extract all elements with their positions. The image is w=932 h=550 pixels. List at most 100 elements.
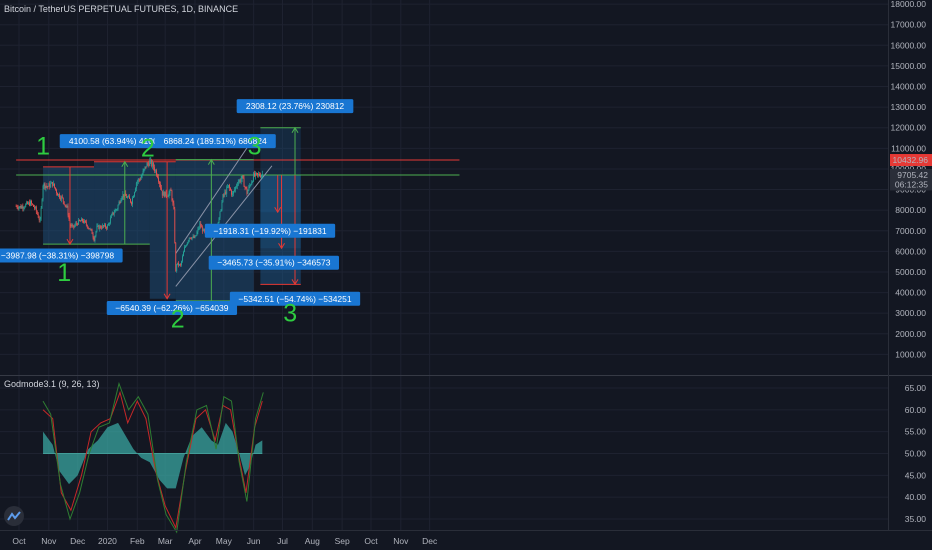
measure-label-box	[204, 223, 336, 238]
candle-body	[52, 182, 54, 186]
candle-body	[218, 217, 220, 223]
candle-body	[134, 188, 136, 193]
candle-body	[247, 190, 249, 194]
candle-body	[59, 197, 61, 200]
wave-number-label: 2	[141, 135, 155, 163]
time-tick-label: Oct	[12, 536, 26, 546]
tradingview-logo-icon[interactable]	[4, 506, 24, 526]
candle-body	[49, 183, 51, 188]
candle-body	[28, 202, 30, 204]
candle-body	[44, 183, 46, 189]
candle-body	[165, 191, 167, 196]
candle-body	[37, 214, 39, 218]
price-tick-label: 4000.00	[895, 288, 926, 298]
candle-body	[109, 218, 111, 224]
candle-body	[41, 199, 43, 208]
candle-body	[110, 215, 112, 219]
candle-body	[135, 182, 137, 189]
candle-body	[98, 225, 100, 230]
measure-label-text: −1918.31 (−19.92%) −191831	[213, 226, 326, 236]
price-tag-box	[890, 169, 932, 182]
measure-label-box	[106, 301, 238, 316]
candle-body	[127, 197, 129, 198]
candle-body	[155, 170, 156, 172]
candle-body	[95, 231, 97, 236]
oscillator-green-line	[42, 381, 264, 534]
candle-body	[231, 190, 232, 195]
candle-body	[133, 196, 134, 198]
price-axis[interactable]: 1000.00 2000.00 3000.00 4000.00 5000.00 6000.…	[891, 0, 927, 359]
candle-body	[183, 251, 184, 257]
candle-body	[250, 184, 252, 186]
measure-labels: −3987.98 (−38.31%) −398798 4100.58 (63.94…	[0, 99, 361, 316]
candle-body	[171, 190, 173, 201]
candle-body	[60, 196, 62, 200]
candle-body	[221, 202, 223, 211]
time-axis[interactable]: Oct Nov Dec 2020 Feb Mar Apr May Jun Jul Aug Sep Oct…	[12, 536, 438, 546]
candle-body	[17, 207, 19, 209]
candlestick-series	[15, 156, 263, 273]
candle-body	[200, 223, 202, 227]
candle-body	[196, 232, 198, 236]
indicator-title: Godmode3.1 (9, 26, 13)	[4, 379, 100, 389]
candle-body	[178, 262, 180, 266]
oscillator-red-line	[42, 390, 263, 530]
candle-body	[89, 228, 91, 230]
candle-body	[46, 185, 48, 187]
wave-number-label: 2	[171, 306, 185, 334]
candle-body	[55, 187, 56, 190]
candle-body	[117, 205, 119, 210]
candle-body	[230, 188, 231, 191]
wave-number-label: 1	[57, 259, 71, 287]
candle-body	[163, 191, 165, 197]
candle-body	[67, 206, 69, 216]
candle-body	[168, 192, 170, 197]
candle-body	[257, 173, 258, 175]
candle-body	[62, 197, 64, 202]
candle-body	[130, 198, 131, 203]
price-tag-text: 06:12:35	[895, 179, 928, 189]
candle-body	[237, 182, 239, 185]
measure-label-text: 4100.58 (63.94%) 410058	[69, 136, 168, 146]
price-tick-label: 16000.00	[891, 40, 927, 50]
candle-body	[65, 205, 67, 207]
price-tick-label: 7000.00	[895, 226, 926, 236]
candle-body	[33, 204, 34, 207]
candle-body	[15, 206, 17, 207]
candle-body	[18, 207, 20, 209]
measure-zone	[94, 161, 150, 245]
measure-arrow-head	[121, 160, 129, 167]
candle-body	[91, 229, 93, 234]
candle-body	[224, 191, 226, 195]
oscillator-tick-label: 40.00	[905, 492, 927, 502]
candle-body	[152, 163, 154, 167]
time-tick-label: Oct	[364, 536, 378, 546]
candle-body	[197, 228, 199, 233]
candle-body	[145, 166, 147, 168]
price-tick-label: 15000.00	[891, 61, 927, 71]
candle-body	[179, 264, 181, 266]
candle-body	[232, 193, 233, 195]
candle-body	[164, 191, 166, 197]
measure-zone	[43, 166, 95, 245]
candle-body	[222, 194, 224, 203]
candle-body	[112, 212, 114, 215]
candle-body	[21, 206, 23, 209]
candle-body	[71, 225, 73, 227]
candle-body	[159, 183, 161, 188]
candle-body	[53, 183, 55, 186]
candle-body	[108, 223, 110, 225]
price-tick-label: 10000.00	[891, 164, 927, 174]
candle-body	[120, 200, 122, 203]
chart-title: Bitcoin / TetherUS PERPETUAL FUTURES, 1D…	[4, 4, 238, 14]
candle-body	[170, 189, 172, 191]
oscillator-axis[interactable]: 35.00 40.00 45.00 50.00 55.00 60.00 65.00	[905, 383, 927, 524]
candle-body	[63, 201, 65, 205]
candle-body	[54, 183, 55, 188]
candle-body	[223, 194, 225, 196]
candle-body	[101, 227, 103, 229]
price-tick-label: 12000.00	[891, 123, 927, 133]
measure-label-box	[0, 248, 123, 263]
price-tick-label: 6000.00	[895, 246, 926, 256]
